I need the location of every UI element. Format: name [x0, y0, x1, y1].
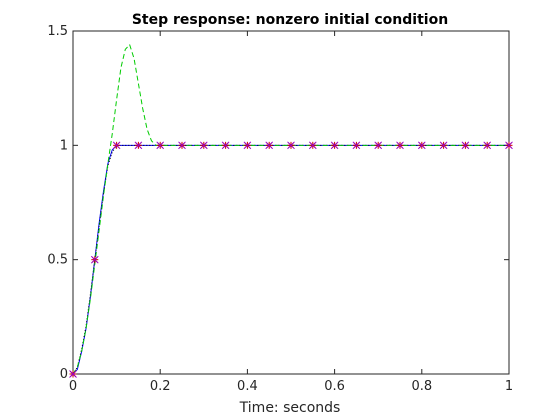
x-tick-label: 0.2 [150, 379, 171, 394]
data-point-cross [483, 141, 492, 150]
x-tick-label: 1 [505, 379, 513, 394]
data-point-cross [505, 141, 513, 150]
data-point-cross [156, 141, 165, 150]
data-point-cross [199, 141, 208, 150]
y-tick-label: 1.5 [47, 24, 68, 39]
data-point-cross [221, 141, 230, 150]
data-point-cross [287, 141, 295, 150]
data-point-cross [265, 141, 274, 150]
data-point-cross [243, 141, 252, 150]
data-point-cross [374, 141, 383, 150]
x-axis-label: Time: seconds [239, 400, 341, 416]
data-point-cross [396, 141, 404, 150]
x-tick-label: 0.6 [324, 379, 345, 394]
data-point-cross [461, 141, 470, 150]
x-tick-label: 0.4 [237, 379, 258, 394]
data-point-cross [330, 141, 339, 150]
y-tick-label: 1 [60, 138, 68, 153]
data-point-cross [178, 141, 186, 150]
x-tick-label: 0 [69, 379, 77, 394]
y-tick-label: 0 [60, 367, 68, 382]
chart-title: Step response: nonzero initial condition [132, 12, 448, 28]
data-point-cross [112, 141, 121, 150]
data-point-cross [134, 141, 143, 150]
x-tick-label: 0.8 [411, 379, 432, 394]
series-line-dashed [72, 44, 509, 375]
data-point-cross [352, 141, 361, 150]
data-point-cross [308, 141, 317, 150]
data-point-cross [417, 141, 426, 150]
marker-layer [69, 141, 513, 378]
data-point-cross [90, 255, 99, 264]
plot-frame [72, 30, 510, 375]
y-tick-label: 0.5 [47, 253, 68, 268]
axis-ticks: 0 0.2 0.4 0.6 0.8 1 0 0.5 1 1.5 [47, 24, 513, 394]
data-point-cross [69, 370, 77, 378]
data-point-cross [439, 141, 448, 150]
